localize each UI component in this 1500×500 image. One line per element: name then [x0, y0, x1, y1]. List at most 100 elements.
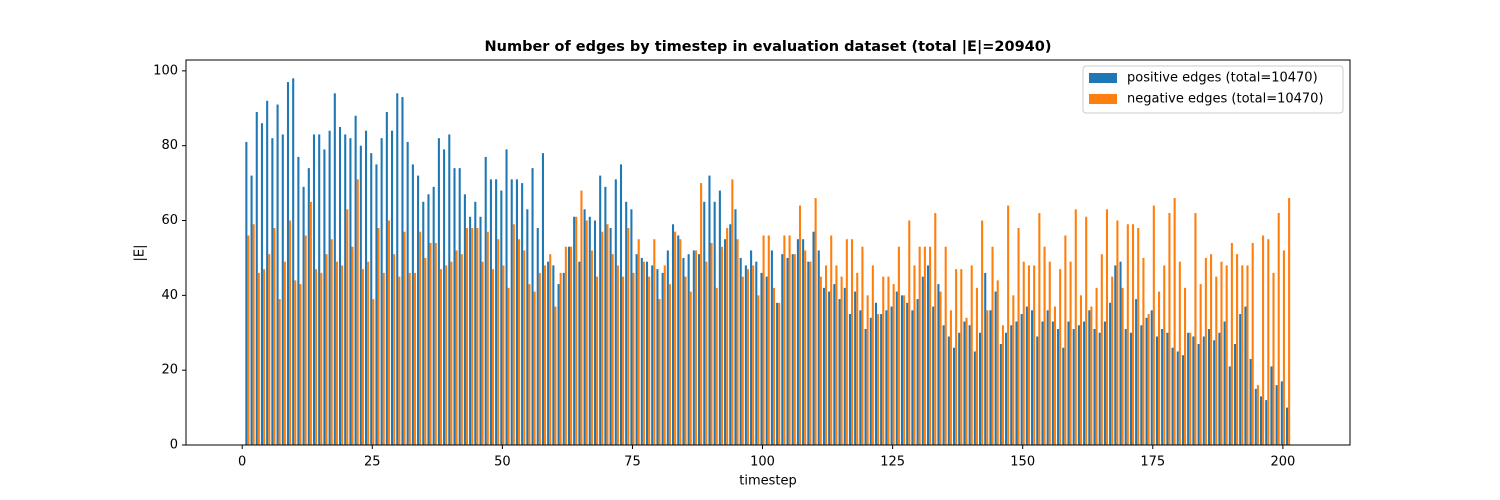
bar [814, 198, 817, 445]
bar [309, 201, 312, 445]
bar [1085, 216, 1088, 445]
bar [1079, 295, 1083, 445]
bar [547, 261, 550, 445]
bar [338, 126, 342, 446]
bar [247, 235, 250, 445]
bar [507, 287, 510, 445]
y-tick-label: 40 [161, 288, 178, 303]
bar [645, 261, 649, 445]
bar [937, 284, 940, 445]
legend-box [1082, 65, 1344, 114]
bar [1277, 213, 1280, 445]
bar [817, 250, 820, 445]
bar [975, 287, 978, 445]
bar [474, 201, 477, 445]
bar [1140, 325, 1143, 445]
bar [960, 269, 963, 445]
bar [999, 343, 1002, 445]
bar [955, 269, 958, 445]
bar [458, 168, 461, 445]
bar [367, 261, 370, 445]
bar [767, 235, 770, 445]
y-axis-label: |E| [133, 245, 148, 262]
x-axis-label: timestep [739, 474, 797, 489]
axes-frame [185, 59, 1351, 446]
bar [1077, 325, 1080, 445]
legend-label: negative edges (total=10470) [1127, 92, 1324, 107]
bar [1202, 336, 1205, 445]
x-tick-label: 0 [238, 455, 246, 470]
bar [575, 216, 578, 445]
bar [286, 82, 290, 445]
bar [989, 310, 992, 445]
bar [523, 250, 526, 445]
bar [776, 302, 779, 445]
bar [500, 190, 503, 445]
bar [266, 100, 269, 445]
bar [497, 239, 500, 445]
bar [333, 93, 336, 445]
chart-title: Number of edges by timestep in evaluatio… [485, 39, 1052, 55]
bar [505, 149, 508, 446]
x-tick-label: 100 [750, 455, 775, 470]
x-tick-label: 150 [1010, 455, 1035, 470]
bar [783, 235, 786, 445]
bar [663, 265, 666, 445]
bar [812, 231, 815, 445]
bar [963, 321, 966, 445]
bar [1265, 400, 1268, 445]
bar [796, 239, 799, 445]
bar [1124, 329, 1127, 445]
bar [1005, 332, 1008, 445]
bar [760, 272, 763, 445]
bar [632, 272, 635, 445]
bar [585, 220, 588, 445]
bar [843, 287, 846, 445]
bar [413, 272, 416, 445]
bar [1215, 276, 1218, 445]
bar [864, 329, 867, 445]
bar [471, 227, 474, 445]
bar [635, 254, 638, 445]
bar [276, 104, 279, 446]
bar [674, 231, 677, 445]
bar [1256, 385, 1259, 445]
bar [481, 261, 484, 445]
bar [824, 265, 828, 445]
bar [1074, 209, 1077, 445]
bar [1105, 209, 1109, 445]
bar [880, 314, 883, 445]
bar [562, 272, 565, 445]
legend-swatch [1089, 73, 1117, 83]
bar [312, 134, 316, 445]
bar [526, 209, 529, 445]
y-tick-label: 20 [161, 363, 178, 378]
bar [318, 134, 321, 445]
bar [1220, 261, 1223, 445]
bar [651, 265, 654, 445]
bar [424, 257, 427, 445]
bar [1225, 265, 1228, 445]
bar [1178, 261, 1181, 445]
bar [302, 186, 305, 445]
bar [625, 201, 628, 445]
bar [1285, 407, 1289, 445]
bar [1244, 306, 1247, 445]
bar [952, 347, 956, 445]
bar [798, 205, 802, 445]
bar [515, 179, 518, 445]
bar [1015, 321, 1018, 445]
bar [1161, 329, 1164, 445]
bar [1147, 314, 1150, 445]
bar [703, 201, 706, 445]
bar [656, 269, 659, 445]
bar [819, 276, 822, 445]
bar [838, 299, 841, 445]
bar [882, 276, 885, 445]
x-tick-label: 75 [624, 455, 641, 470]
bar [705, 261, 708, 445]
bar [978, 332, 982, 445]
bar [642, 261, 645, 445]
bar [325, 254, 328, 445]
bar [949, 310, 952, 445]
